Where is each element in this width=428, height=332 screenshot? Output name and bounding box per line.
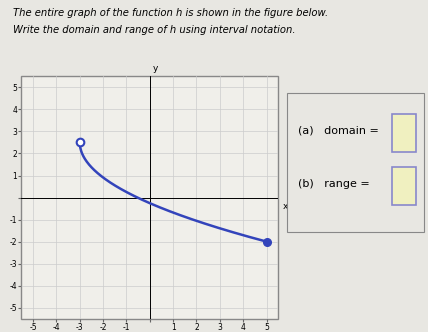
- Bar: [21, 76, 278, 319]
- Text: (a)   domain =: (a) domain =: [298, 125, 382, 135]
- Text: x: x: [282, 202, 288, 211]
- Text: (b)   range =: (b) range =: [298, 179, 373, 189]
- Text: Write the domain and range of h using interval notation.: Write the domain and range of h using in…: [13, 25, 295, 35]
- Text: y: y: [153, 64, 158, 73]
- FancyBboxPatch shape: [392, 114, 416, 151]
- FancyBboxPatch shape: [392, 167, 416, 205]
- Text: The entire graph of the function h is shown in the figure below.: The entire graph of the function h is sh…: [13, 8, 328, 18]
